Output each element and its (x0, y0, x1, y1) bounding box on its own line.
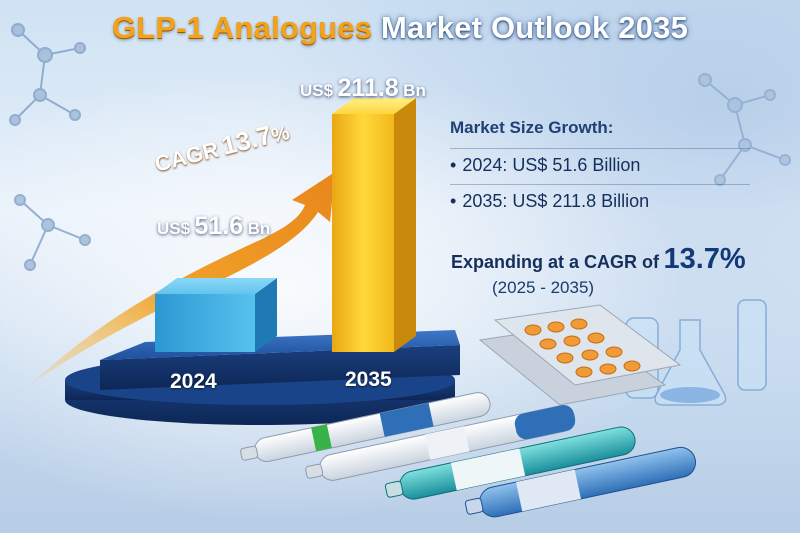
bar-front (155, 294, 255, 352)
info-item-2024: • 2024: US$ 51.6 Billion (450, 155, 770, 176)
bar-side (255, 278, 277, 352)
data-label-2035: US$ 211.8 Bn (300, 74, 426, 103)
info-item-text: 2035: US$ 211.8 Billion (462, 191, 650, 211)
molecule-icon (698, 73, 791, 186)
info-item-text: 2024: US$ 51.6 Billion (462, 155, 641, 175)
data-label-currency: US$ (157, 219, 191, 238)
bar-2024 (155, 278, 277, 352)
data-label-unit: Bn (403, 81, 426, 100)
data-label-value: 51.6 (194, 212, 244, 240)
bar-front (332, 114, 394, 352)
divider (450, 148, 750, 149)
bar-2035 (332, 98, 416, 352)
info-panel: Market Size Growth: • 2024: US$ 51.6 Bill… (450, 118, 770, 220)
data-label-unit: Bn (247, 219, 271, 238)
title-highlight: GLP-1 Analogues (111, 10, 373, 45)
data-label-currency: US$ (300, 81, 334, 100)
bar-top (155, 278, 277, 295)
tablet-blister-icon (478, 304, 682, 406)
data-label-value: 211.8 (337, 74, 399, 102)
info-heading: Market Size Growth: (450, 118, 614, 137)
cagr-period: (2025 - 2035) (492, 278, 595, 297)
data-label-2024: US$ 51.6 Bn (157, 212, 270, 241)
bullet: • (450, 155, 457, 175)
cagr-statement: Expanding at a CAGR of 13.7% (451, 243, 746, 276)
divider (450, 184, 750, 185)
cagr-statement-value: 13.7% (663, 243, 746, 275)
tick-label-2035: 2035 (345, 368, 392, 391)
title-subtitle: Market Outlook 2035 (381, 10, 689, 45)
cagr-statement-text: Expanding at a CAGR of (451, 252, 660, 272)
molecule-icon (9, 23, 91, 271)
page-title: GLP-1 Analogues Market Outlook 2035 (0, 10, 800, 46)
info-item-2035: • 2035: US$ 211.8 Billion (450, 191, 770, 212)
bar-side (394, 98, 416, 352)
tick-label-2024: 2024 (170, 370, 217, 393)
bar-top (332, 98, 416, 114)
bullet: • (450, 191, 457, 211)
injection-pen-icon (240, 392, 697, 518)
chart-platform (65, 330, 460, 425)
